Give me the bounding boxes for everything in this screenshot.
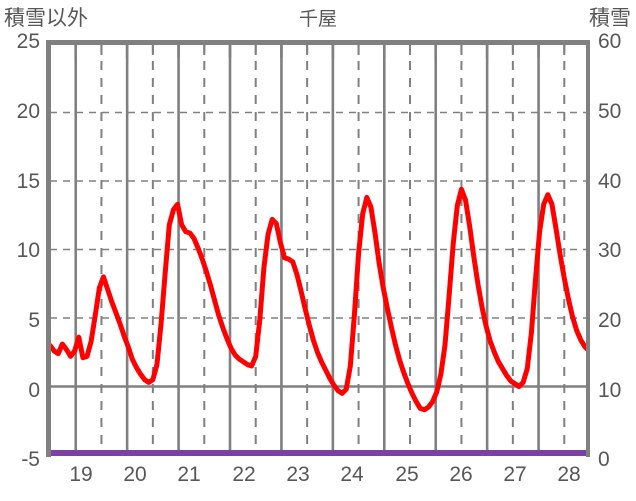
y-right-tick-40: 40	[598, 170, 622, 193]
plot-area	[46, 40, 590, 459]
chart-svg	[46, 40, 590, 457]
x-tick-24: 24	[340, 463, 364, 486]
x-tick-25: 25	[395, 463, 419, 486]
x-tick-23: 23	[286, 463, 310, 486]
y-left-tick-20: 20	[16, 100, 40, 123]
y-right-tick-30: 30	[598, 239, 622, 262]
y-left-tick-25: 25	[16, 30, 40, 53]
right-axis-title: 積雪	[589, 7, 631, 30]
y-right-tick-50: 50	[598, 100, 622, 123]
axis-ticks	[74, 44, 566, 58]
x-tick-19: 19	[69, 463, 93, 486]
left-axis-title: 積雪以外	[4, 7, 88, 30]
x-tick-22: 22	[232, 463, 256, 486]
y-right-tick-10: 10	[598, 379, 622, 402]
y-left-tick-neg5: -5	[21, 448, 40, 471]
x-tick-28: 28	[557, 463, 581, 486]
x-tick-20: 20	[123, 463, 147, 486]
plot-frame	[46, 40, 590, 457]
y-right-tick-60: 60	[598, 30, 622, 53]
y-left-tick-5: 5	[28, 309, 40, 332]
gridlines	[50, 44, 590, 455]
y-left-tick-0: 0	[28, 379, 40, 402]
x-tick-26: 26	[449, 463, 473, 486]
y-right-tick-0: 0	[598, 448, 610, 471]
page-title: 千屋	[298, 9, 337, 30]
series-temperature	[47, 186, 590, 413]
x-tick-21: 21	[177, 463, 201, 486]
x-tick-27: 27	[503, 463, 527, 486]
y-left-tick-15: 15	[16, 170, 40, 193]
y-left-tick-10: 10	[16, 239, 40, 262]
y-right-tick-20: 20	[598, 309, 622, 332]
